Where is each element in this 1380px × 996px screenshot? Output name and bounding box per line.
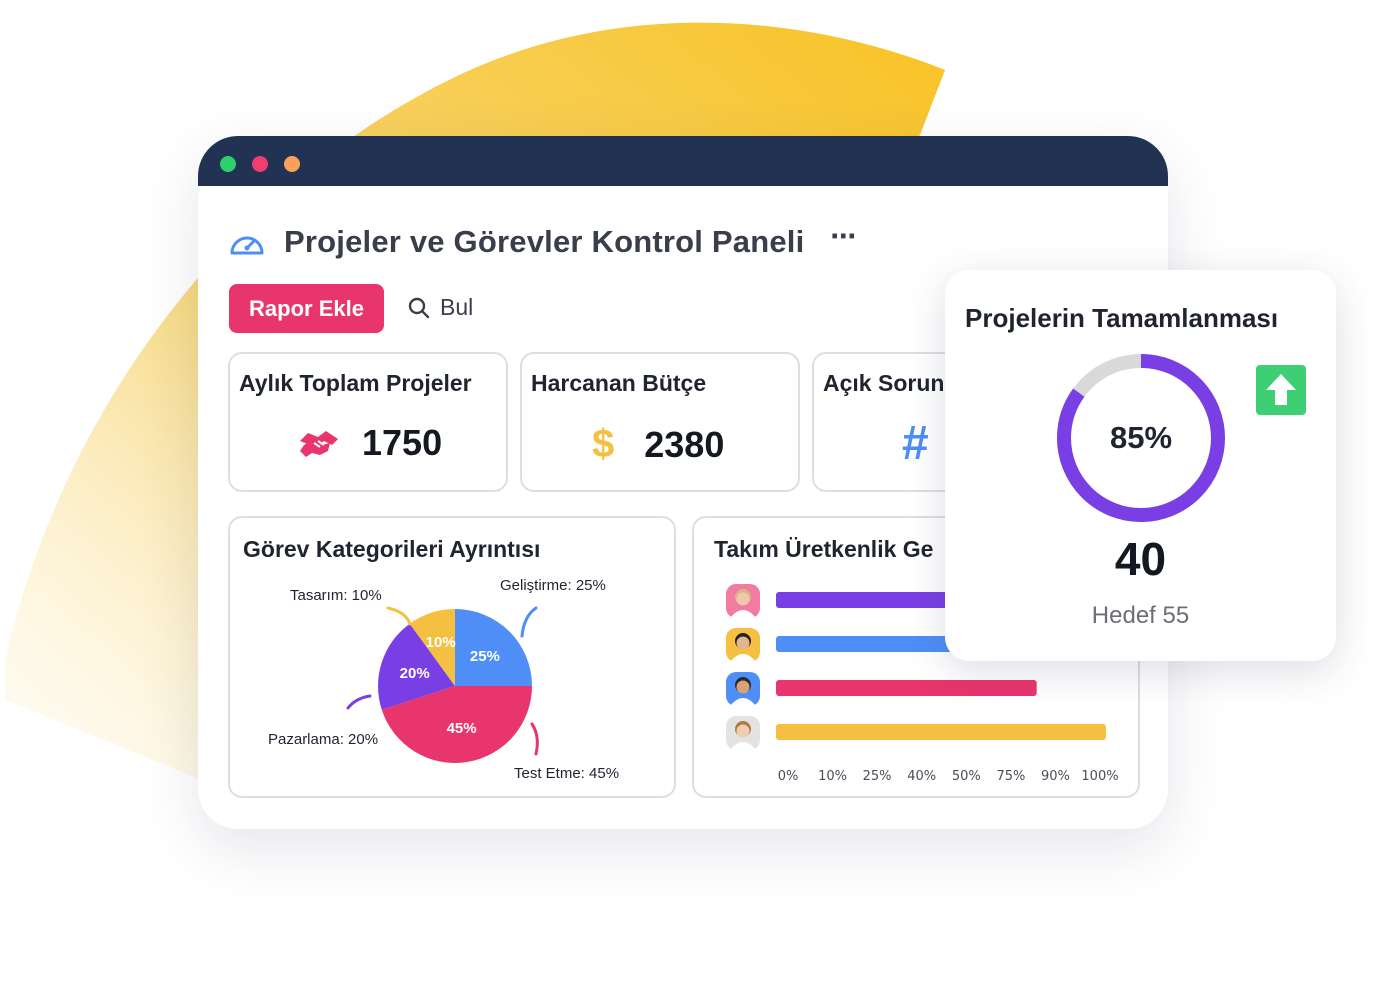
pie-chart: 25% Geliştirme: 25% 45% Test Etme: 45% 20% Pa… xyxy=(268,577,619,782)
find-button[interactable]: Bul xyxy=(408,294,473,321)
completion-percent: 85% xyxy=(1109,420,1173,455)
task-categories-card: Görev Kategorileri Ayrıntısı 25% Geliştir… xyxy=(228,516,676,798)
productivity-bar[interactable] xyxy=(776,724,1106,740)
x-tick-label: 25% xyxy=(863,769,892,784)
avatar-woman-2 xyxy=(726,716,760,750)
task-categories-title: Görev Kategorileri Ayrıntısı xyxy=(243,536,541,562)
add-report-button[interactable]: Rapor Ekle xyxy=(229,284,384,333)
x-tick-label: 40% xyxy=(907,769,936,784)
stat-value: 2380 xyxy=(644,423,725,465)
team-productivity-title: Takım Üretkenlik Ge xyxy=(714,536,934,562)
completion-title: Projelerin Tamamlanması xyxy=(965,303,1279,333)
stat-value: 1750 xyxy=(362,422,443,463)
pie-slice[interactable] xyxy=(381,686,532,763)
x-tick-label: 90% xyxy=(1041,769,1070,784)
x-tick-label: 50% xyxy=(952,769,981,784)
x-tick-label: 10% xyxy=(818,769,847,784)
pie-slice-label: 45% xyxy=(447,720,477,737)
gauge-icon xyxy=(230,236,264,255)
more-options-icon[interactable]: ⋯ xyxy=(830,220,859,251)
red-dot[interactable] xyxy=(252,156,268,172)
callout-arc xyxy=(520,606,538,638)
callout-arc xyxy=(346,694,372,710)
avatar-man-1 xyxy=(726,628,760,662)
stat-card-monthly-projects[interactable]: Aylık Toplam Projeler 1750 xyxy=(228,352,508,492)
stat-card-title: Harcanan Bütçe xyxy=(531,370,707,396)
productivity-bar[interactable] xyxy=(776,680,1037,696)
stat-card-spent-budget[interactable]: Harcanan Bütçe $ 2380 xyxy=(520,352,800,492)
arrow-up-badge xyxy=(1256,365,1306,415)
pie-slice[interactable] xyxy=(455,609,532,686)
donut-progress xyxy=(1057,354,1225,522)
avatar-woman-1 xyxy=(726,584,760,618)
pie-slice-label: 25% xyxy=(470,648,500,665)
pie-slice[interactable] xyxy=(378,623,455,710)
pie-slice-label: 20% xyxy=(400,665,430,682)
completion-target: Hedef 55 xyxy=(1091,602,1190,629)
completion-donut xyxy=(1057,354,1225,522)
stat-card-title: Aylık Toplam Projeler xyxy=(239,370,472,396)
arrow-up-icon xyxy=(1266,374,1296,405)
page-header: Projeler ve Görevler Kontrol Paneli ⋯ xyxy=(228,220,859,262)
search-icon xyxy=(408,297,430,318)
page-title: Projeler ve Görevler Kontrol Paneli xyxy=(284,224,805,259)
callout-arc xyxy=(386,606,412,626)
pie-callout-label: Test Etme: 45% xyxy=(514,765,619,782)
green-dot[interactable] xyxy=(220,156,236,172)
x-tick-label: 100% xyxy=(1081,769,1118,784)
hash-icon: # xyxy=(902,417,929,470)
orange-dot[interactable] xyxy=(284,156,300,172)
x-tick-label: 0% xyxy=(778,769,799,784)
callout-arc xyxy=(530,722,539,756)
completion-value: 40 xyxy=(1114,533,1167,585)
stat-card-title: Açık Sorun xyxy=(823,370,945,396)
pie-callout-label: Geliştirme: 25% xyxy=(500,577,606,594)
pie-callout-label: Pazarlama: 20% xyxy=(268,731,378,748)
handshake-icon xyxy=(300,431,338,457)
dollar-icon: $ xyxy=(592,422,615,466)
bar-chart: 0% 10% 25% 40% 50% 75% 90% 100% xyxy=(726,584,1119,784)
window-titlebar xyxy=(198,136,1168,186)
find-label: Bul xyxy=(440,294,474,320)
project-completion-card: Projelerin Tamamlanması 85% 40 Hedef 55 xyxy=(945,270,1336,661)
pie-slice-label: 10% xyxy=(426,634,456,651)
x-tick-label: 75% xyxy=(996,769,1025,784)
avatar-man-2 xyxy=(726,672,760,706)
pie-callout-label: Tasarım: 10% xyxy=(290,587,382,604)
pie-slice[interactable] xyxy=(409,609,455,686)
